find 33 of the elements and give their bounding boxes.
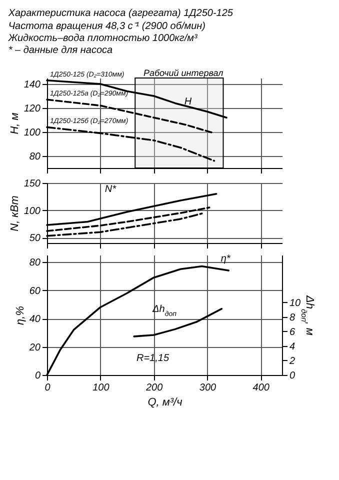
y-tick-label: 100 [24,206,41,217]
x-tick-label: 300 [199,382,217,394]
y-tick-label: 80 [29,152,41,162]
annotation: N* [104,184,118,195]
x-tick-label: 400 [252,382,270,394]
y-tick-label: 60 [29,286,41,297]
y-tick-label: 20 [28,342,41,354]
band-label: Рабочий интервал [143,68,224,78]
y2-tick-label: 8 [290,312,296,324]
x-tick-label: 200 [144,382,164,394]
y-tick-label: 0 [34,370,41,382]
y-axis-title: H, м [8,112,21,134]
y-tick-label: 150 [24,178,41,190]
annotation: η* [220,254,232,265]
chart-title: Характеристика насоса (агрегата) 1Д250-125 [7,8,234,19]
y-tick-label: 40 [29,314,41,326]
x-tick-label: 100 [92,382,110,394]
y2-tick-label: 6 [290,326,296,338]
x-tick-label: 0 [44,382,51,394]
annotation: H [184,96,192,108]
x-axis-title: Q, м³/ч [148,396,183,408]
y-tick-label: 80 [29,258,41,269]
y2-tick-label: 2 [288,356,296,367]
y2-tick-label: 0 [290,370,296,382]
y-tick-label: 50 [29,233,41,244]
y-tick-label: 100 [24,128,41,138]
y2-tick-label: 10 [290,298,302,309]
y-axis-title: η,% [14,306,26,325]
y2-tick-label: 4 [290,341,296,352]
y-tick-label: 120 [24,104,41,114]
chart-subtitle: Частота вращения 48,3 с⁻¹ (2900 об/мин) Жидкость–вода плотностью 1000кг/м³ * – данные для насоса [7,21,206,56]
y-tick-label: 140 [24,80,41,90]
y-axis-title: N, кВт [8,196,21,232]
